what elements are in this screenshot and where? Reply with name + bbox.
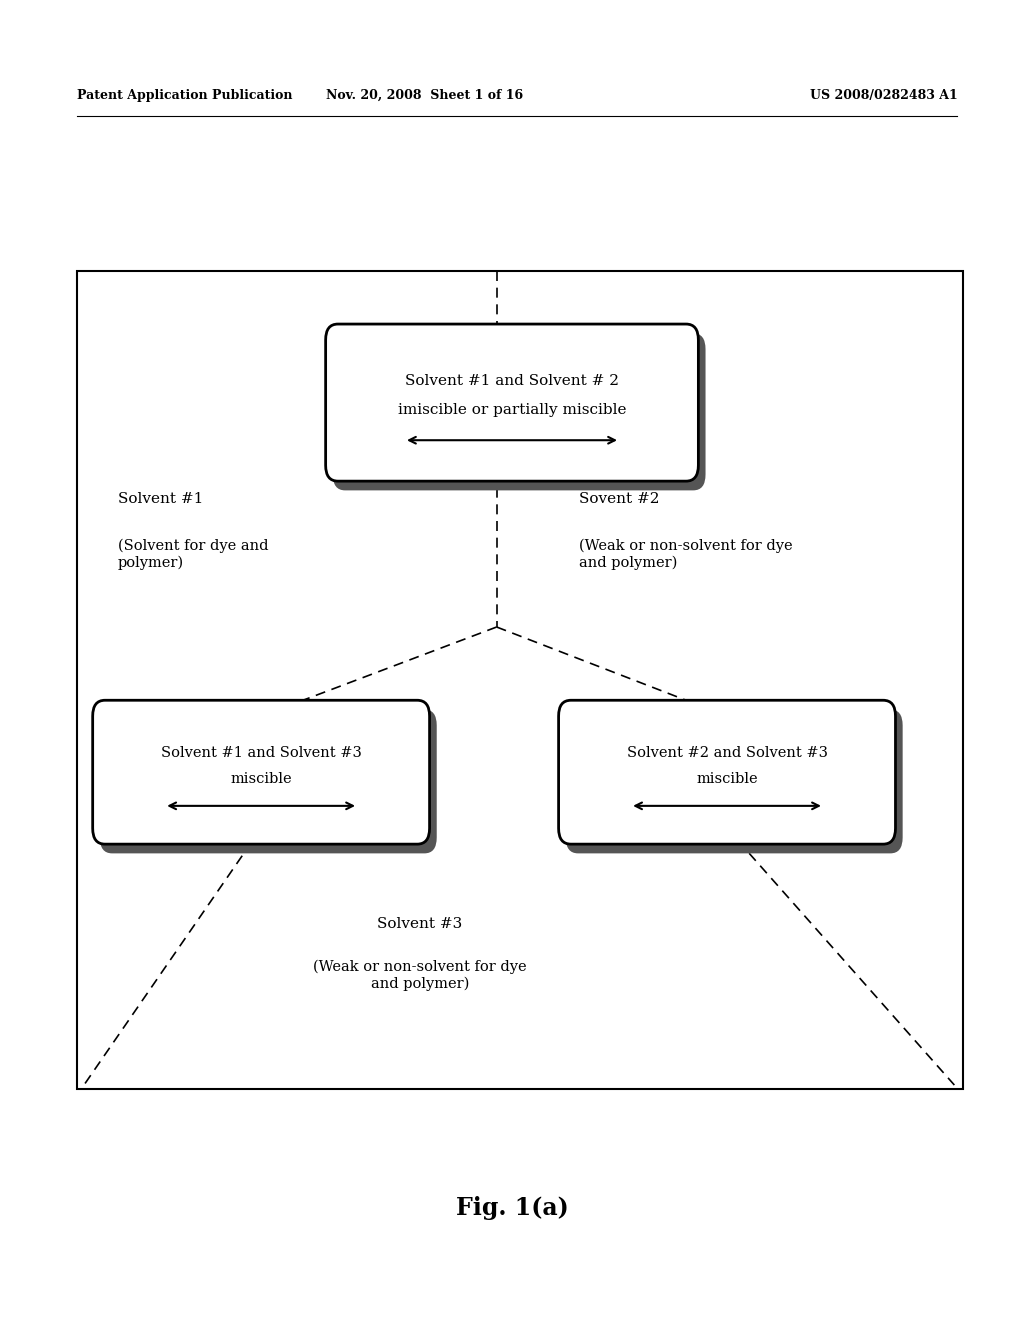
Text: imiscible or partially miscible: imiscible or partially miscible: [397, 403, 627, 417]
FancyBboxPatch shape: [333, 334, 706, 491]
FancyBboxPatch shape: [565, 710, 903, 854]
FancyBboxPatch shape: [100, 710, 437, 854]
Text: Fig. 1(a): Fig. 1(a): [456, 1196, 568, 1220]
Text: Solvent #3: Solvent #3: [377, 916, 463, 931]
Text: Solvent #1: Solvent #1: [118, 491, 203, 506]
Text: (Weak or non-solvent for dye
and polymer): (Weak or non-solvent for dye and polymer…: [313, 960, 526, 991]
Bar: [77, 271, 963, 1089]
Text: Solvent #2 and Solvent #3: Solvent #2 and Solvent #3: [627, 746, 827, 760]
FancyBboxPatch shape: [93, 700, 430, 845]
Text: US 2008/0282483 A1: US 2008/0282483 A1: [810, 88, 957, 102]
Text: Sovent #2: Sovent #2: [579, 491, 659, 506]
Text: Patent Application Publication: Patent Application Publication: [77, 88, 292, 102]
FancyBboxPatch shape: [559, 700, 895, 845]
Text: (Solvent for dye and
polymer): (Solvent for dye and polymer): [118, 539, 268, 570]
Text: miscible: miscible: [696, 772, 758, 785]
Text: (Weak or non-solvent for dye
and polymer): (Weak or non-solvent for dye and polymer…: [579, 539, 793, 570]
FancyBboxPatch shape: [326, 325, 698, 482]
Text: Solvent #1 and Solvent #3: Solvent #1 and Solvent #3: [161, 746, 361, 760]
Text: Solvent #1 and Solvent # 2: Solvent #1 and Solvent # 2: [406, 375, 618, 388]
Text: miscible: miscible: [230, 772, 292, 785]
Text: Nov. 20, 2008  Sheet 1 of 16: Nov. 20, 2008 Sheet 1 of 16: [327, 88, 523, 102]
